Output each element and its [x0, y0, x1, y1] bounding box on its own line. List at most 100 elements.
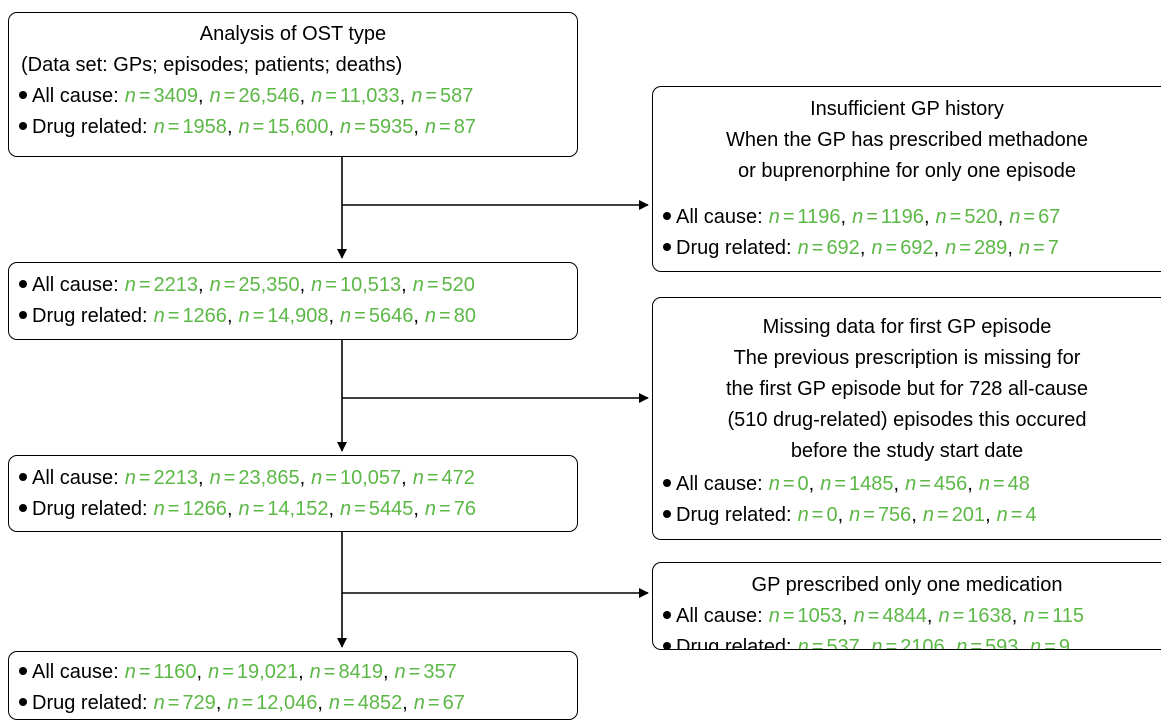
symbol: n: [424, 116, 437, 138]
equals: =: [959, 237, 971, 259]
separator: ,: [401, 274, 407, 296]
count: n = 2106: [871, 636, 944, 650]
symbol: n: [978, 473, 990, 495]
count: n = 1053: [769, 605, 842, 627]
equals: =: [138, 661, 151, 683]
flow-box: All cause: n = 2213, n = 23,865, n = 10,057, n = 472…: [8, 455, 578, 532]
rows: All cause: n = 0, n = 1485, n = 456, n = 48 Drug rela…: [653, 469, 1161, 531]
count-value: 472: [441, 467, 475, 489]
count: n = 1266: [154, 498, 227, 520]
count-value: 15,600: [267, 116, 329, 138]
symbol: n: [238, 305, 250, 327]
count-value: 520: [964, 206, 998, 228]
row-label: All cause:: [676, 473, 763, 495]
count: n = 1160: [125, 661, 197, 683]
equals: =: [323, 661, 336, 683]
equals: =: [811, 237, 824, 259]
symbol: n: [124, 467, 136, 489]
count-value: 587: [440, 85, 474, 107]
symbol: n: [124, 85, 136, 107]
rows: All cause: n = 1053, n = 4844, n = 1638, n = 115 Drug…: [653, 601, 1161, 650]
count-value: 1266: [182, 498, 227, 520]
count: n = 3409: [125, 85, 198, 107]
rows: All cause: n = 2213, n = 25,350, n = 10,513, n = 520…: [9, 270, 577, 332]
equals: =: [222, 661, 234, 683]
equals: =: [834, 473, 847, 495]
separator: ,: [399, 85, 406, 107]
symbol: n: [1030, 636, 1042, 650]
equals: =: [863, 504, 875, 526]
row-label: All cause:: [676, 605, 763, 627]
equals: =: [354, 305, 366, 327]
symbol: n: [311, 467, 323, 489]
equals: =: [885, 237, 898, 259]
count-value: 289: [973, 237, 1008, 259]
equals: =: [885, 636, 898, 650]
symbol: n: [208, 661, 220, 683]
count: n = 0: [798, 504, 838, 526]
bullet: [19, 697, 27, 706]
separator: ,: [328, 116, 335, 138]
count-value: 1958: [182, 116, 227, 138]
box-title: GP prescribed only one medication: [751, 574, 1063, 596]
count-value: 8419: [338, 661, 383, 683]
separator: ,: [944, 636, 951, 650]
bullet: [19, 503, 27, 512]
count-value: 1053: [797, 605, 843, 627]
equals: =: [223, 85, 236, 107]
count-value: 593: [985, 636, 1019, 650]
row-label: All cause:: [32, 467, 119, 489]
bullet: [19, 121, 27, 130]
equals: =: [223, 467, 236, 489]
symbol: n: [238, 116, 250, 138]
symbol: n: [424, 498, 437, 520]
equals: =: [325, 85, 337, 107]
symbol: n: [153, 305, 165, 327]
count-value: 756: [877, 504, 912, 526]
rows: All cause: n = 1196, n = 1196, n = 520, n = 67 Drug r…: [653, 202, 1161, 264]
count-value: 4: [1025, 504, 1037, 526]
count: n = 26,546: [210, 85, 300, 107]
separator: ,: [893, 473, 900, 495]
bullet: [663, 242, 671, 251]
equals: =: [937, 504, 949, 526]
count: n = 76: [425, 498, 476, 520]
separator: ,: [299, 85, 306, 107]
count-value: 2213: [153, 467, 199, 489]
separator: ,: [923, 206, 930, 228]
rows: All cause: n = 2213, n = 23,865, n = 10,057, n = 472…: [9, 463, 577, 525]
equals: =: [952, 605, 965, 627]
count-row: All cause: n = 1196, n = 1196, n = 520, n = 67: [653, 202, 1161, 233]
symbol: n: [209, 274, 221, 296]
count: n = 11,033: [311, 85, 400, 107]
count-value: 357: [423, 661, 457, 683]
separator: ,: [808, 473, 815, 495]
count-value: 520: [441, 274, 475, 296]
symbol: n: [209, 467, 221, 489]
count-value: 19,021: [236, 661, 299, 683]
symbol: n: [413, 692, 425, 714]
count: n = 520: [413, 274, 475, 296]
equals: =: [325, 274, 337, 296]
symbol: n: [1023, 605, 1035, 627]
count-value: 1196: [797, 206, 841, 228]
symbol: n: [871, 636, 883, 650]
symbol: n: [153, 116, 165, 138]
box-subtitle: (Data set: GPs; episodes; patients; deat…: [21, 54, 403, 76]
symbol: n: [412, 274, 424, 296]
separator: ,: [837, 504, 844, 526]
equals: =: [138, 85, 151, 107]
equals: =: [782, 605, 795, 627]
count-row: All cause: n = 3409, n = 26,546, n = 11,033, n = 587: [9, 81, 577, 112]
equals: =: [992, 473, 1005, 495]
separator: ,: [967, 473, 973, 495]
box-title: Analysis of OST type: [199, 23, 387, 45]
row-label: Drug related:: [676, 504, 792, 526]
separator: ,: [413, 305, 419, 327]
count: n = 520: [936, 206, 998, 228]
equals: =: [425, 85, 438, 107]
equals: =: [138, 274, 151, 296]
separator: ,: [859, 237, 866, 259]
count: n = 593: [956, 636, 1019, 650]
rows: All cause: n = 3409, n = 26,546, n = 11,033, n = 587…: [9, 81, 577, 143]
